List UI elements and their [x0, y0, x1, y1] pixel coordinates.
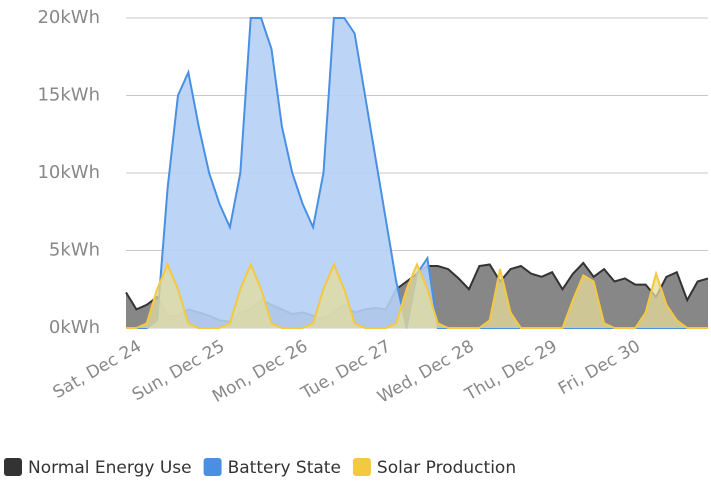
x-tick-label: Mon, Dec 26 — [209, 336, 311, 407]
legend-swatch — [203, 458, 222, 476]
y-tick-label: 10kWh — [37, 162, 100, 183]
y-tick-label: 20kWh — [37, 7, 100, 28]
x-tick-label: Fri, Dec 30 — [555, 336, 644, 399]
legend-swatch — [352, 458, 371, 476]
area-line — [126, 261, 708, 329]
legend-label: Solar Production — [377, 458, 516, 478]
y-tick-label: 15kWh — [37, 85, 100, 106]
area-fill — [126, 18, 708, 328]
x-tick-label: Thu, Dec 29 — [461, 336, 561, 405]
legend-label: Battery State — [228, 458, 341, 478]
legend-swatch — [4, 458, 22, 476]
area-fill — [126, 264, 708, 328]
legend-label: Normal Energy Use — [28, 458, 192, 478]
y-tick-label: 0kWh — [49, 317, 100, 338]
y-tick-label: 5kWh — [49, 240, 100, 261]
